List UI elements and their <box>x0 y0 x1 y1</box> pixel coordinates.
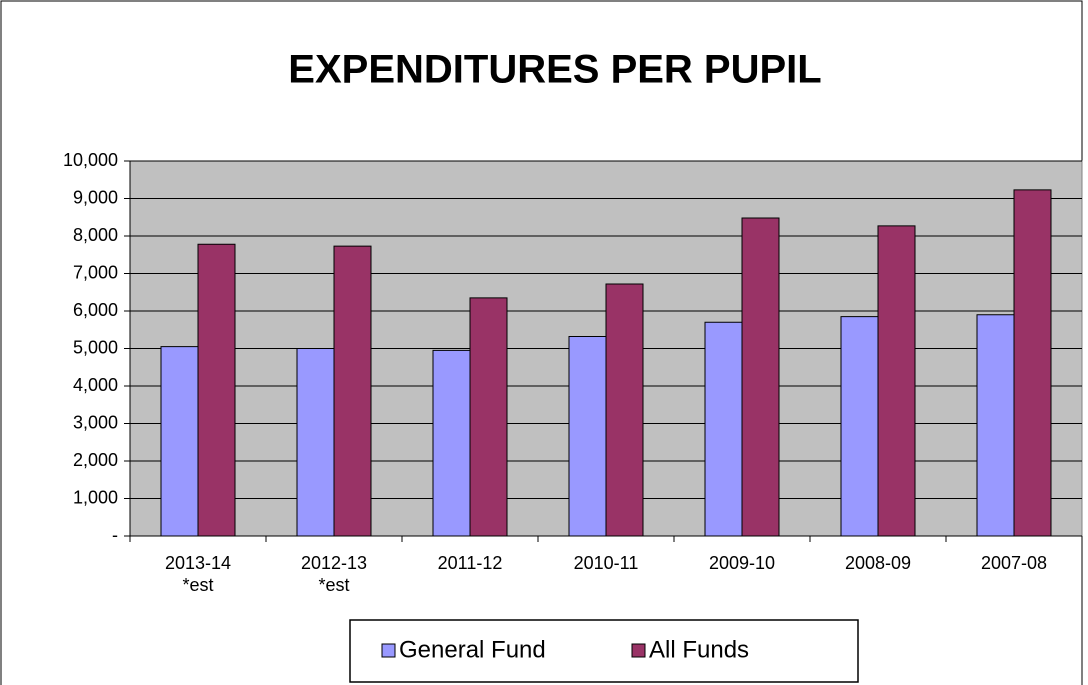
y-tick-label: 3,000 <box>73 412 118 432</box>
x-tick-label: 2007-08 <box>980 553 1048 573</box>
bar <box>877 225 916 537</box>
bar <box>1013 189 1052 537</box>
y-tick-label: 6,000 <box>73 300 118 320</box>
y-tick-label: 4,000 <box>73 375 118 395</box>
legend-label: General Fund <box>399 636 546 663</box>
x-tick-label: 2010-11 <box>573 553 639 573</box>
y-tick-label: 8,000 <box>73 225 118 245</box>
x-tick-label: 2011-12 <box>437 553 503 573</box>
y-tick-label: 2,000 <box>73 450 118 470</box>
y-tick-label: - <box>112 525 118 545</box>
x-tick-label: 2012-13 *est <box>300 553 368 595</box>
bar <box>160 346 199 537</box>
bar <box>741 217 780 537</box>
bar <box>605 283 644 537</box>
x-tick-label: 2013-14 *est <box>164 553 232 595</box>
bar <box>704 321 743 537</box>
bar <box>432 349 471 537</box>
chart-title: EXPENDITURES PER PUPIL <box>288 48 821 92</box>
bar <box>840 316 879 537</box>
bar <box>296 348 335 537</box>
legend-swatch <box>631 643 646 658</box>
x-tick-label: 2008-09 <box>844 553 912 573</box>
bar <box>976 314 1015 537</box>
y-tick-label: 9,000 <box>73 187 118 207</box>
y-tick-label: 10,000 <box>63 150 118 170</box>
y-tick-label: 5,000 <box>73 337 118 357</box>
bar <box>333 245 372 537</box>
y-tick-label: 1,000 <box>73 487 118 507</box>
bar <box>568 336 607 537</box>
x-tick-label: 2009-10 <box>708 553 776 573</box>
bar <box>197 243 236 537</box>
bar <box>469 297 508 537</box>
legend-label: All Funds <box>649 636 749 663</box>
legend-box <box>349 619 859 683</box>
legend-swatch <box>381 643 396 658</box>
y-tick-label: 7,000 <box>73 262 118 282</box>
